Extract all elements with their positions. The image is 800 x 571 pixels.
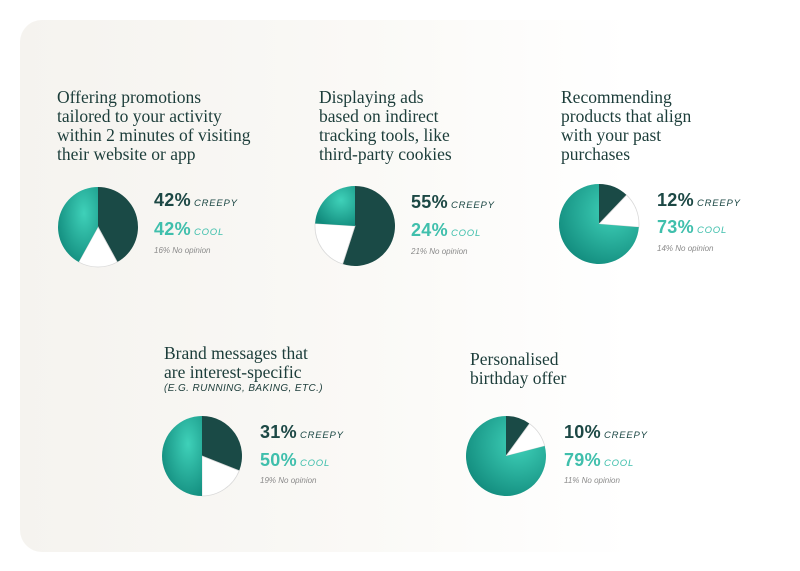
pie-chart-birthday-offer (465, 416, 546, 496)
creepy-stat: 55% CREEPY (411, 192, 495, 213)
creepy-label: CREEPY (299, 430, 344, 441)
no-opinion-stat: 19% No opinion (260, 476, 317, 485)
creepy-label: CREEPY (193, 198, 238, 209)
cool-stat: 42% COOL (154, 219, 224, 240)
pie-chart-interest-messages (162, 416, 242, 497)
no-opinion-label: No opinion (429, 247, 468, 256)
pie-slice-no-opinion (78, 226, 118, 268)
no-opinion-stat: 16% No opinion (154, 246, 211, 255)
no-opinion-percent: 16% (154, 246, 171, 255)
cool-stat: 50% COOL (260, 450, 330, 471)
no-opinion-stat: 21% No opinion (411, 247, 468, 256)
pie-slice-no-opinion (314, 223, 356, 265)
chart-title: Displaying ads based on indirect trackin… (319, 87, 452, 164)
no-opinion-label: No opinion (581, 476, 620, 485)
pie-slice-no-opinion (598, 194, 640, 228)
creepy-percent: 31% (260, 422, 297, 442)
cool-label: COOL (299, 458, 331, 469)
chart-group-birthday-offer: Personalised birthday offer (470, 350, 566, 388)
no-opinion-percent: 14% (657, 244, 674, 253)
creepy-percent: 12% (657, 190, 694, 210)
pie-slice-cool (558, 184, 639, 264)
cool-stat: 73% COOL (657, 217, 727, 238)
no-opinion-percent: 21% (411, 247, 428, 256)
creepy-stat: 12% CREEPY (657, 190, 741, 211)
pie-slice-creepy (202, 416, 242, 471)
chart-group-recommendations: Recommending products that align with yo… (561, 88, 691, 164)
no-opinion-stat: 11% No opinion (564, 476, 620, 485)
no-opinion-stat: 14% No opinion (657, 244, 714, 253)
no-opinion-label: No opinion (278, 476, 317, 485)
chart-title: Offering promotions tailored to your act… (57, 87, 251, 164)
cool-label: COOL (603, 458, 635, 469)
creepy-label: CREEPY (696, 198, 741, 209)
no-opinion-label: No opinion (675, 244, 714, 253)
pie-chart-recommendations (558, 184, 640, 264)
cool-label: COOL (696, 225, 728, 236)
chart-subtitle: (E.G. RUNNING, BAKING, ETC.) (164, 383, 323, 394)
cool-percent: 79% (564, 450, 601, 470)
cool-label: COOL (450, 228, 482, 239)
pie-slice-cool (315, 186, 355, 226)
chart-group-promotions: Offering promotions tailored to your act… (57, 88, 250, 164)
chart-title: Brand messages that are interest-specifi… (164, 343, 308, 382)
creepy-label: CREEPY (450, 200, 495, 211)
pie-slice-creepy (98, 187, 138, 263)
creepy-stat: 10% CREEPY (564, 422, 648, 443)
cool-percent: 42% (154, 219, 191, 239)
background-card (20, 20, 784, 552)
pie-slice-no-opinion (201, 455, 240, 497)
chart-title: Recommending products that align with yo… (561, 87, 692, 164)
creepy-stat: 42% CREEPY (154, 190, 238, 211)
chart-group-tracking-ads: Displaying ads based on indirect trackin… (319, 88, 452, 164)
creepy-percent: 55% (411, 192, 448, 212)
cool-label: COOL (193, 227, 225, 238)
creepy-percent: 10% (564, 422, 601, 442)
chart-title: Personalised birthday offer (470, 349, 567, 388)
no-opinion-percent: 11% (564, 476, 580, 485)
cool-percent: 50% (260, 450, 297, 470)
pie-slice-creepy (506, 416, 530, 456)
chart-group-interest-messages: Brand messages that are interest-specifi… (164, 343, 323, 395)
cool-stat: 79% COOL (564, 450, 634, 471)
pie-chart-promotions (58, 187, 138, 268)
pie-slice-cool (58, 187, 98, 263)
creepy-label: CREEPY (603, 430, 648, 441)
no-opinion-label: No opinion (172, 246, 211, 255)
pie-chart-tracking-ads (314, 186, 396, 266)
pie-slice-cool (162, 416, 202, 496)
cool-percent: 24% (411, 220, 448, 240)
no-opinion-percent: 19% (260, 476, 277, 485)
pie-slice-no-opinion (505, 423, 546, 457)
cool-percent: 73% (657, 217, 694, 237)
creepy-stat: 31% CREEPY (260, 422, 344, 443)
creepy-percent: 42% (154, 190, 191, 210)
pie-slice-creepy (599, 184, 627, 224)
pie-slice-creepy (342, 186, 396, 266)
cool-stat: 24% COOL (411, 220, 481, 241)
pie-slice-cool (465, 416, 546, 496)
